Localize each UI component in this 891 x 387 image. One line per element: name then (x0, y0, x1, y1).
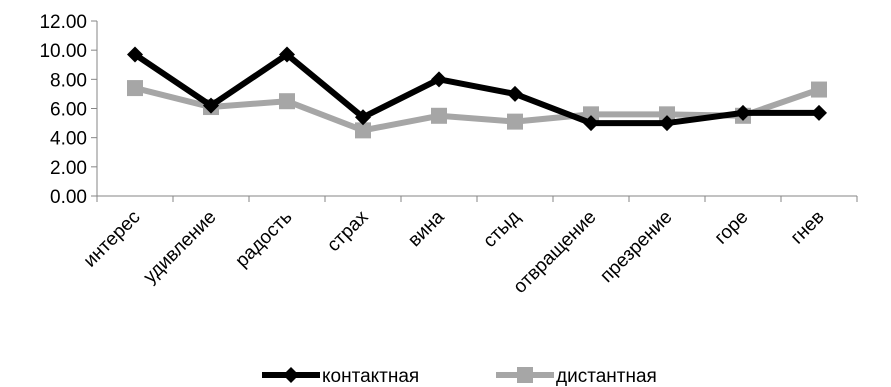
data-point (811, 104, 827, 121)
x-tick-label: удивление (140, 207, 221, 288)
data-point (659, 115, 675, 132)
legend-square-icon (517, 367, 533, 383)
x-tick-label: интерес (80, 207, 145, 272)
y-tick-label: 0.00 (50, 187, 87, 208)
data-point (203, 97, 219, 114)
data-point (583, 115, 599, 132)
data-point (127, 80, 143, 97)
x-tick-label: презрение (596, 207, 676, 287)
series-line-distantnaya (134, 85, 820, 134)
x-tick-label: страх (323, 206, 373, 256)
data-point (355, 109, 371, 126)
y-tick-label: 4.00 (50, 129, 87, 150)
data-point (431, 107, 447, 124)
legend-label: дистантная (556, 366, 657, 387)
data-point (811, 81, 827, 98)
data-point (431, 71, 447, 88)
data-point (279, 93, 295, 110)
data-point (583, 106, 599, 123)
legend-label: контактная (322, 366, 419, 387)
x-tick-label: стыд (479, 207, 524, 252)
y-tick-label: 12.00 (39, 12, 87, 33)
series-line-kontaktnaya (133, 51, 819, 127)
x-tick-label: радость (232, 207, 297, 272)
x-tick-label: вина (404, 206, 449, 251)
data-point (659, 106, 675, 123)
data-point (507, 113, 523, 130)
data-point (279, 46, 295, 63)
legend-item-kontaktnaya: контактная (262, 366, 419, 387)
y-axis: 0.00 2.00 4.00 6.00 8.00 10.00 12.00 (39, 12, 98, 208)
y-tick-label: 10.00 (39, 41, 87, 62)
legend: контактная дистантная (262, 366, 657, 387)
legend-item-distantnaya: дистантная (496, 366, 657, 387)
y-tick-label: 8.00 (50, 70, 87, 91)
data-point (355, 122, 371, 139)
y-tick-label: 6.00 (50, 100, 87, 121)
series-layer (127, 46, 827, 139)
data-point (735, 104, 751, 121)
x-tick-label: горе (711, 207, 753, 249)
x-tick-label: гнев (787, 207, 829, 249)
y-tick-label: 2.00 (50, 158, 87, 179)
data-point (127, 46, 143, 63)
legend-diamond-icon (283, 367, 299, 383)
data-point (507, 85, 523, 102)
